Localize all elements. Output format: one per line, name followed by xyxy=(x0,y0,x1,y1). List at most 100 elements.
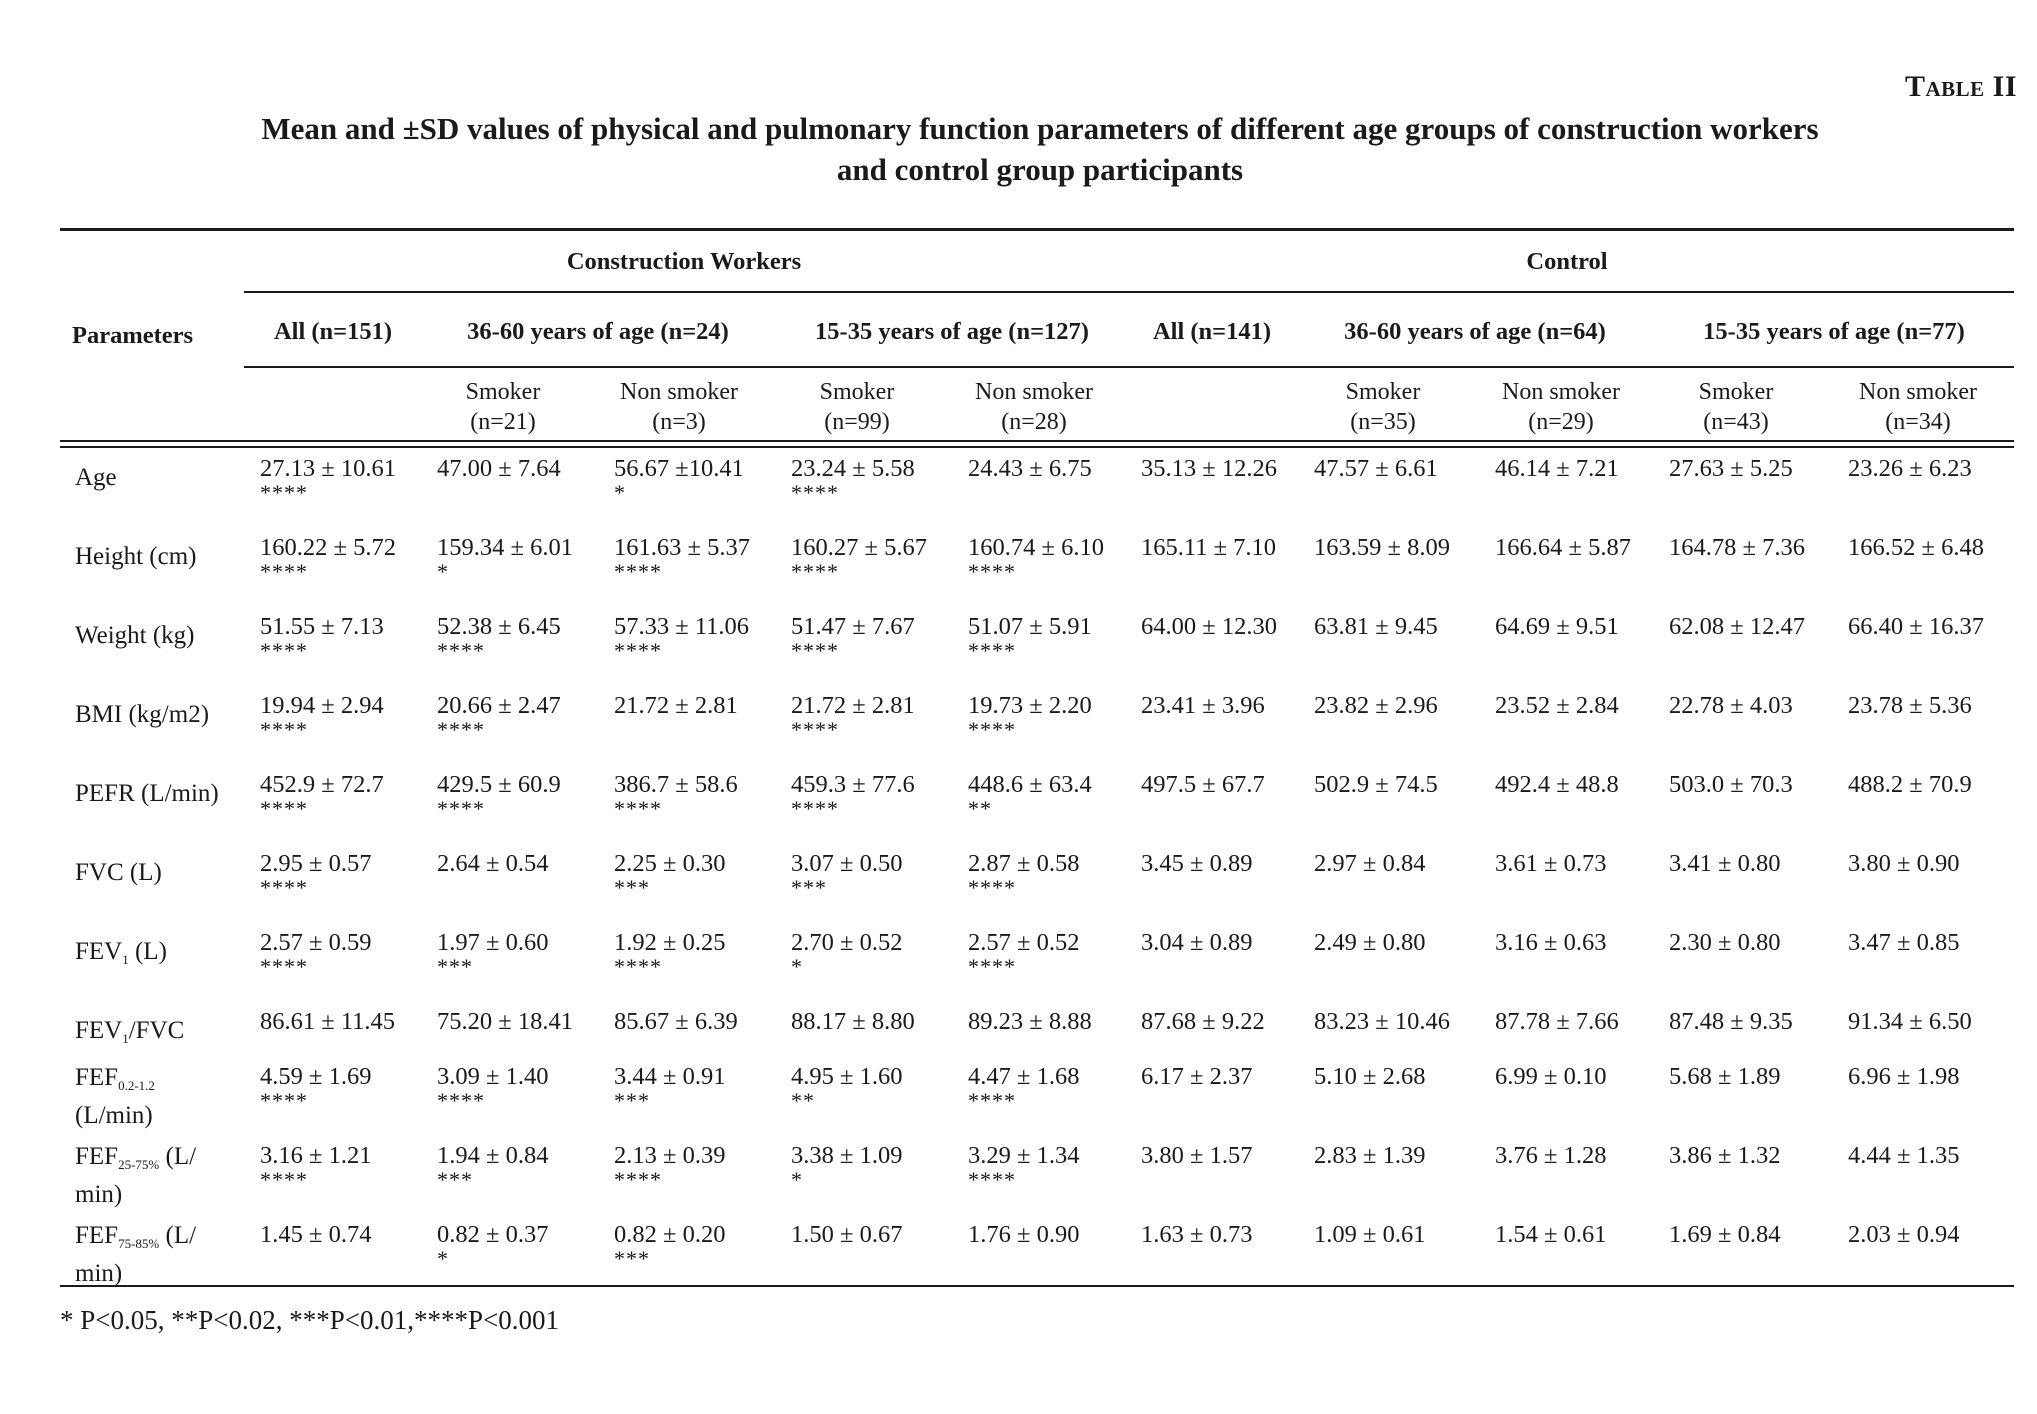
data-cell: 3.07 ± 0.50 *** xyxy=(791,850,902,899)
data-cell: 57.33 ± 11.06 **** xyxy=(614,613,749,662)
data-cell: 4.47 ± 1.68 **** xyxy=(968,1063,1079,1112)
subscript: 75-85% xyxy=(118,1236,160,1251)
significance-marker: **** xyxy=(791,559,839,584)
data-cell: 21.72 ± 2.81 **** xyxy=(791,692,915,741)
data-cell: 23.24 ± 5.58 **** xyxy=(791,455,915,504)
cell-value: 4.44 ± 1.35 xyxy=(1848,1142,1960,1169)
cell-value: 2.70 ± 0.52 xyxy=(791,929,903,956)
data-cell: 3.38 ± 1.09 * xyxy=(791,1142,902,1191)
table-caption: Mean and ±SD values of physical and pulm… xyxy=(0,108,2037,190)
data-cell: 2.83 ± 1.39 xyxy=(1314,1142,1425,1169)
data-cell: 19.94 ± 2.94 **** xyxy=(260,692,384,741)
cell-value: 3.47 ± 0.85 xyxy=(1848,929,1960,956)
data-cell: 47.00 ± 7.64 xyxy=(437,455,561,482)
bottom-rule xyxy=(60,1285,2014,1287)
data-cell: 2.97 ± 0.84 xyxy=(1314,850,1425,877)
cell-value: 2.83 ± 1.39 xyxy=(1314,1142,1426,1169)
cell-value: 159.34 ± 6.01 xyxy=(437,534,573,561)
data-cell: 2.95 ± 0.57 **** xyxy=(260,850,371,899)
data-cell: 64.69 ± 9.51 xyxy=(1495,613,1619,640)
cell-value: 57.33 ± 11.06 xyxy=(614,613,750,640)
cell-value: 63.81 ± 9.45 xyxy=(1314,613,1438,640)
cell-value: 3.09 ± 1.40 xyxy=(437,1063,549,1090)
data-cell: 88.17 ± 8.80 xyxy=(791,1008,915,1035)
status-count: (n=35) xyxy=(1350,409,1416,435)
subgroup-header: 15-35 years of age (n=77) xyxy=(1703,318,1965,345)
cell-value: 386.7 ± 58.6 xyxy=(614,771,738,798)
cell-value: 6.17 ± 2.37 xyxy=(1141,1063,1253,1090)
data-cell: 448.6 ± 63.4 ** xyxy=(968,771,1092,820)
data-cell: 3.86 ± 1.32 xyxy=(1669,1142,1780,1169)
cell-value: 86.61 ± 11.45 xyxy=(260,1008,396,1035)
data-cell: 4.44 ± 1.35 xyxy=(1848,1142,1959,1169)
data-cell: 91.34 ± 6.50 xyxy=(1848,1008,1972,1035)
data-cell: 51.07 ± 5.91 **** xyxy=(968,613,1092,662)
cell-value: 164.78 ± 7.36 xyxy=(1669,534,1805,561)
status-label: Smoker xyxy=(819,379,895,405)
data-cell: 3.16 ± 0.63 xyxy=(1495,929,1606,956)
significance-marker: **** xyxy=(968,638,1016,663)
cell-value: 23.24 ± 5.58 xyxy=(791,455,915,482)
significance-marker: **** xyxy=(791,480,839,505)
data-cell: 1.94 ± 0.84 *** xyxy=(437,1142,548,1191)
significance-marker: **** xyxy=(260,638,308,663)
data-cell: 503.0 ± 70.3 xyxy=(1669,771,1793,798)
significance-marker: ** xyxy=(791,1088,815,1113)
cell-value: 21.72 ± 2.81 xyxy=(791,692,915,719)
significance-marker: **** xyxy=(260,796,308,821)
cell-value: 1.50 ± 0.67 xyxy=(791,1221,903,1248)
data-cell: 1.54 ± 0.61 xyxy=(1495,1221,1606,1248)
significance-marker: *** xyxy=(437,954,473,979)
data-cell: 85.67 ± 6.39 xyxy=(614,1008,738,1035)
cell-value: 448.6 ± 63.4 xyxy=(968,771,1092,798)
cell-value: 1.63 ± 0.73 xyxy=(1141,1221,1253,1248)
data-cell: 51.55 ± 7.13 **** xyxy=(260,613,384,662)
significance-marker: * xyxy=(437,559,449,584)
cell-value: 21.72 ± 2.81 xyxy=(614,692,738,719)
cell-value: 75.20 ± 18.41 xyxy=(437,1008,573,1035)
cell-value: 2.25 ± 0.30 xyxy=(614,850,726,877)
cell-value: 3.61 ± 0.73 xyxy=(1495,850,1607,877)
cell-value: 19.94 ± 2.94 xyxy=(260,692,384,719)
cell-value: 3.16 ± 0.63 xyxy=(1495,929,1607,956)
cell-value: 46.14 ± 7.21 xyxy=(1495,455,1619,482)
significance-marker: **** xyxy=(791,717,839,742)
top-rule xyxy=(60,228,2014,231)
data-cell: 23.52 ± 2.84 xyxy=(1495,692,1619,719)
significance-marker: **** xyxy=(968,1088,1016,1113)
status-header: Smoker (n=21) xyxy=(466,377,541,437)
cell-value: 502.9 ± 74.5 xyxy=(1314,771,1438,798)
significance-marker: **** xyxy=(968,954,1016,979)
data-cell: 46.14 ± 7.21 xyxy=(1495,455,1619,482)
data-cell: 2.03 ± 0.94 xyxy=(1848,1221,1959,1248)
significance-marker: * xyxy=(791,954,803,979)
cell-value: 0.82 ± 0.20 xyxy=(614,1221,726,1248)
cell-value: 64.00 ± 12.30 xyxy=(1141,613,1277,640)
data-cell: 3.47 ± 0.85 xyxy=(1848,929,1959,956)
data-cell: 160.27 ± 5.67 **** xyxy=(791,534,927,583)
cell-value: 23.26 ± 6.23 xyxy=(1848,455,1972,482)
cell-value: 88.17 ± 8.80 xyxy=(791,1008,915,1035)
cell-value: 5.68 ± 1.89 xyxy=(1669,1063,1781,1090)
cell-value: 1.09 ± 0.61 xyxy=(1314,1221,1426,1248)
cell-value: 62.08 ± 12.47 xyxy=(1669,613,1805,640)
caption-line: Mean and ±SD values of physical and pulm… xyxy=(261,111,1819,146)
cell-value: 1.92 ± 0.25 xyxy=(614,929,726,956)
cell-value: 3.86 ± 1.32 xyxy=(1669,1142,1781,1169)
data-cell: 459.3 ± 77.6 **** xyxy=(791,771,915,820)
data-cell: 3.80 ± 0.90 xyxy=(1848,850,1959,877)
status-label: Non smoker xyxy=(620,379,738,405)
significance-marker: **** xyxy=(437,796,485,821)
cell-value: 1.69 ± 0.84 xyxy=(1669,1221,1781,1248)
data-cell: 2.25 ± 0.30 *** xyxy=(614,850,725,899)
data-cell: 165.11 ± 7.10 xyxy=(1141,534,1276,561)
data-cell: 62.08 ± 12.47 xyxy=(1669,613,1805,640)
data-cell: 5.10 ± 2.68 xyxy=(1314,1063,1425,1090)
subgroup-header: 36-60 years of age (n=64) xyxy=(1344,318,1606,345)
cell-value: 160.22 ± 5.72 xyxy=(260,534,396,561)
data-cell: 2.13 ± 0.39 **** xyxy=(614,1142,725,1191)
status-header: Non smoker (n=34) xyxy=(1859,377,1977,437)
caption-line: and control group participants xyxy=(836,152,1244,187)
cell-value: 1.45 ± 0.74 xyxy=(260,1221,372,1248)
subgroup-rule xyxy=(244,366,2014,368)
